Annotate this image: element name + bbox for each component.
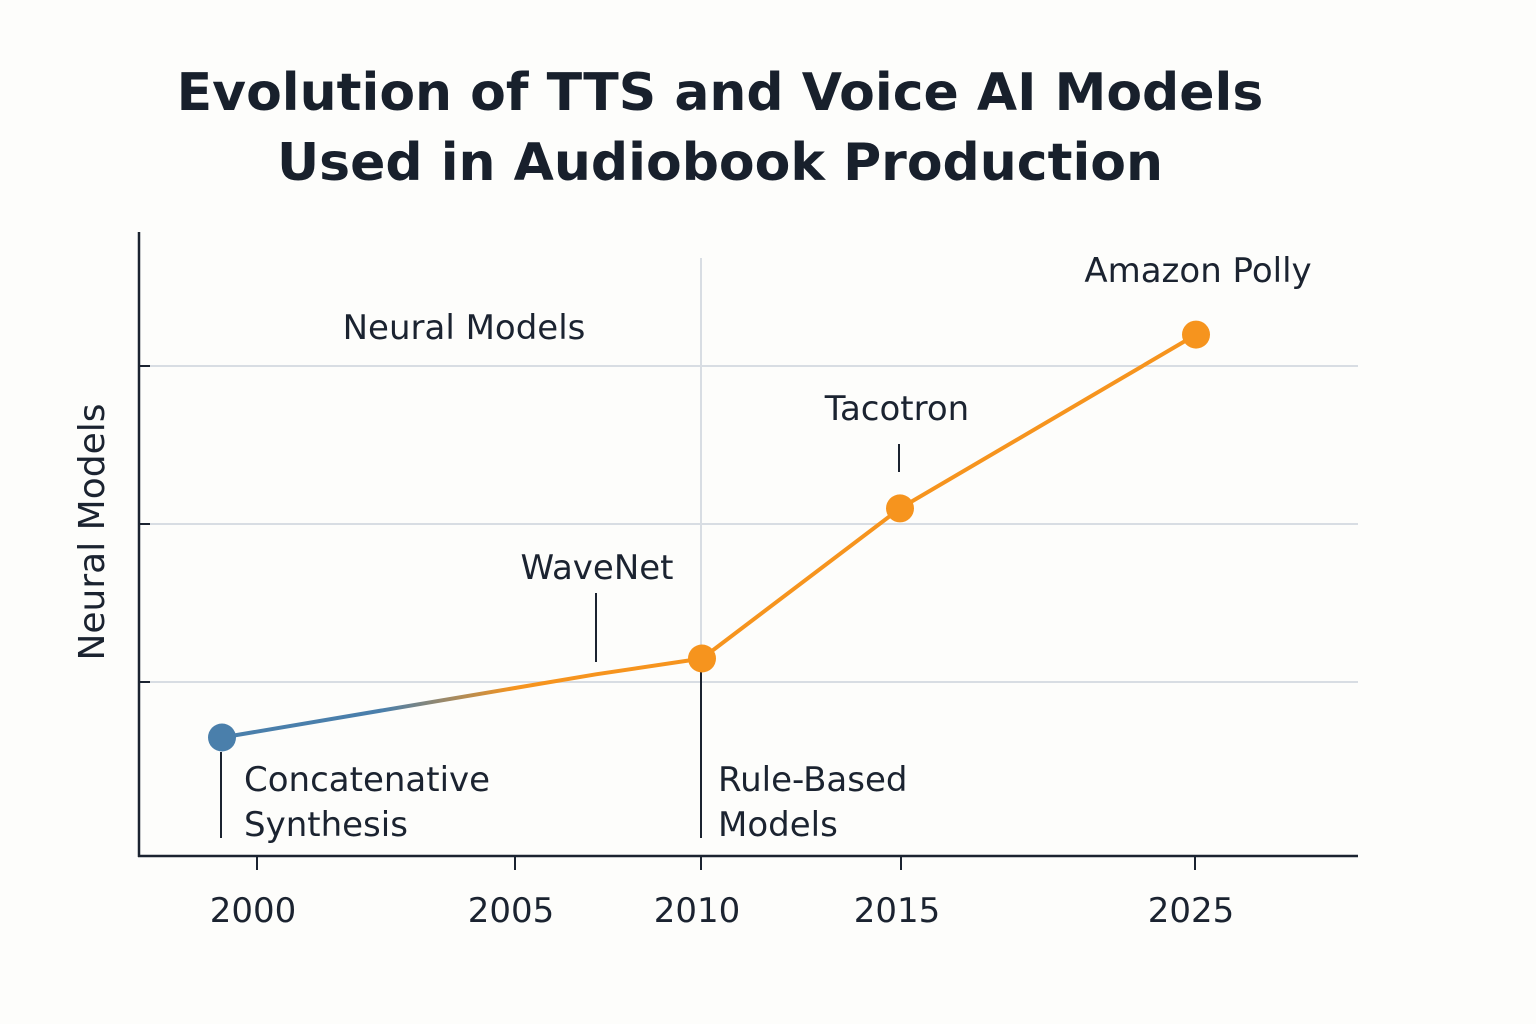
annotation-label: Amazon Polly — [1084, 251, 1311, 291]
x-tick-label: 2005 — [468, 891, 555, 931]
data-point — [886, 494, 914, 523]
annotation-label: WaveNet — [521, 548, 674, 588]
x-tick-label: 2015 — [854, 891, 941, 931]
region-label: Neural Models — [343, 308, 586, 348]
axes — [137, 232, 1358, 858]
annotation-label: Concatenative Synthesis — [244, 760, 490, 845]
data-point — [1182, 320, 1210, 349]
chart-title: Evolution of TTS and Voice AI Models Use… — [176, 63, 1264, 193]
data-point — [688, 644, 716, 673]
x-tick-label: 2025 — [1148, 891, 1235, 931]
annotation-label: Tacotron — [824, 389, 969, 429]
data-point — [208, 723, 236, 752]
y-axis-label: Neural Models — [72, 403, 113, 660]
x-tick-label: 2010 — [654, 891, 741, 931]
series-line-early — [220, 685, 517, 740]
x-tick-label: 2000 — [210, 891, 297, 931]
series-line — [514, 332, 1198, 690]
annotation-label: Rule-Based Models — [718, 760, 907, 845]
